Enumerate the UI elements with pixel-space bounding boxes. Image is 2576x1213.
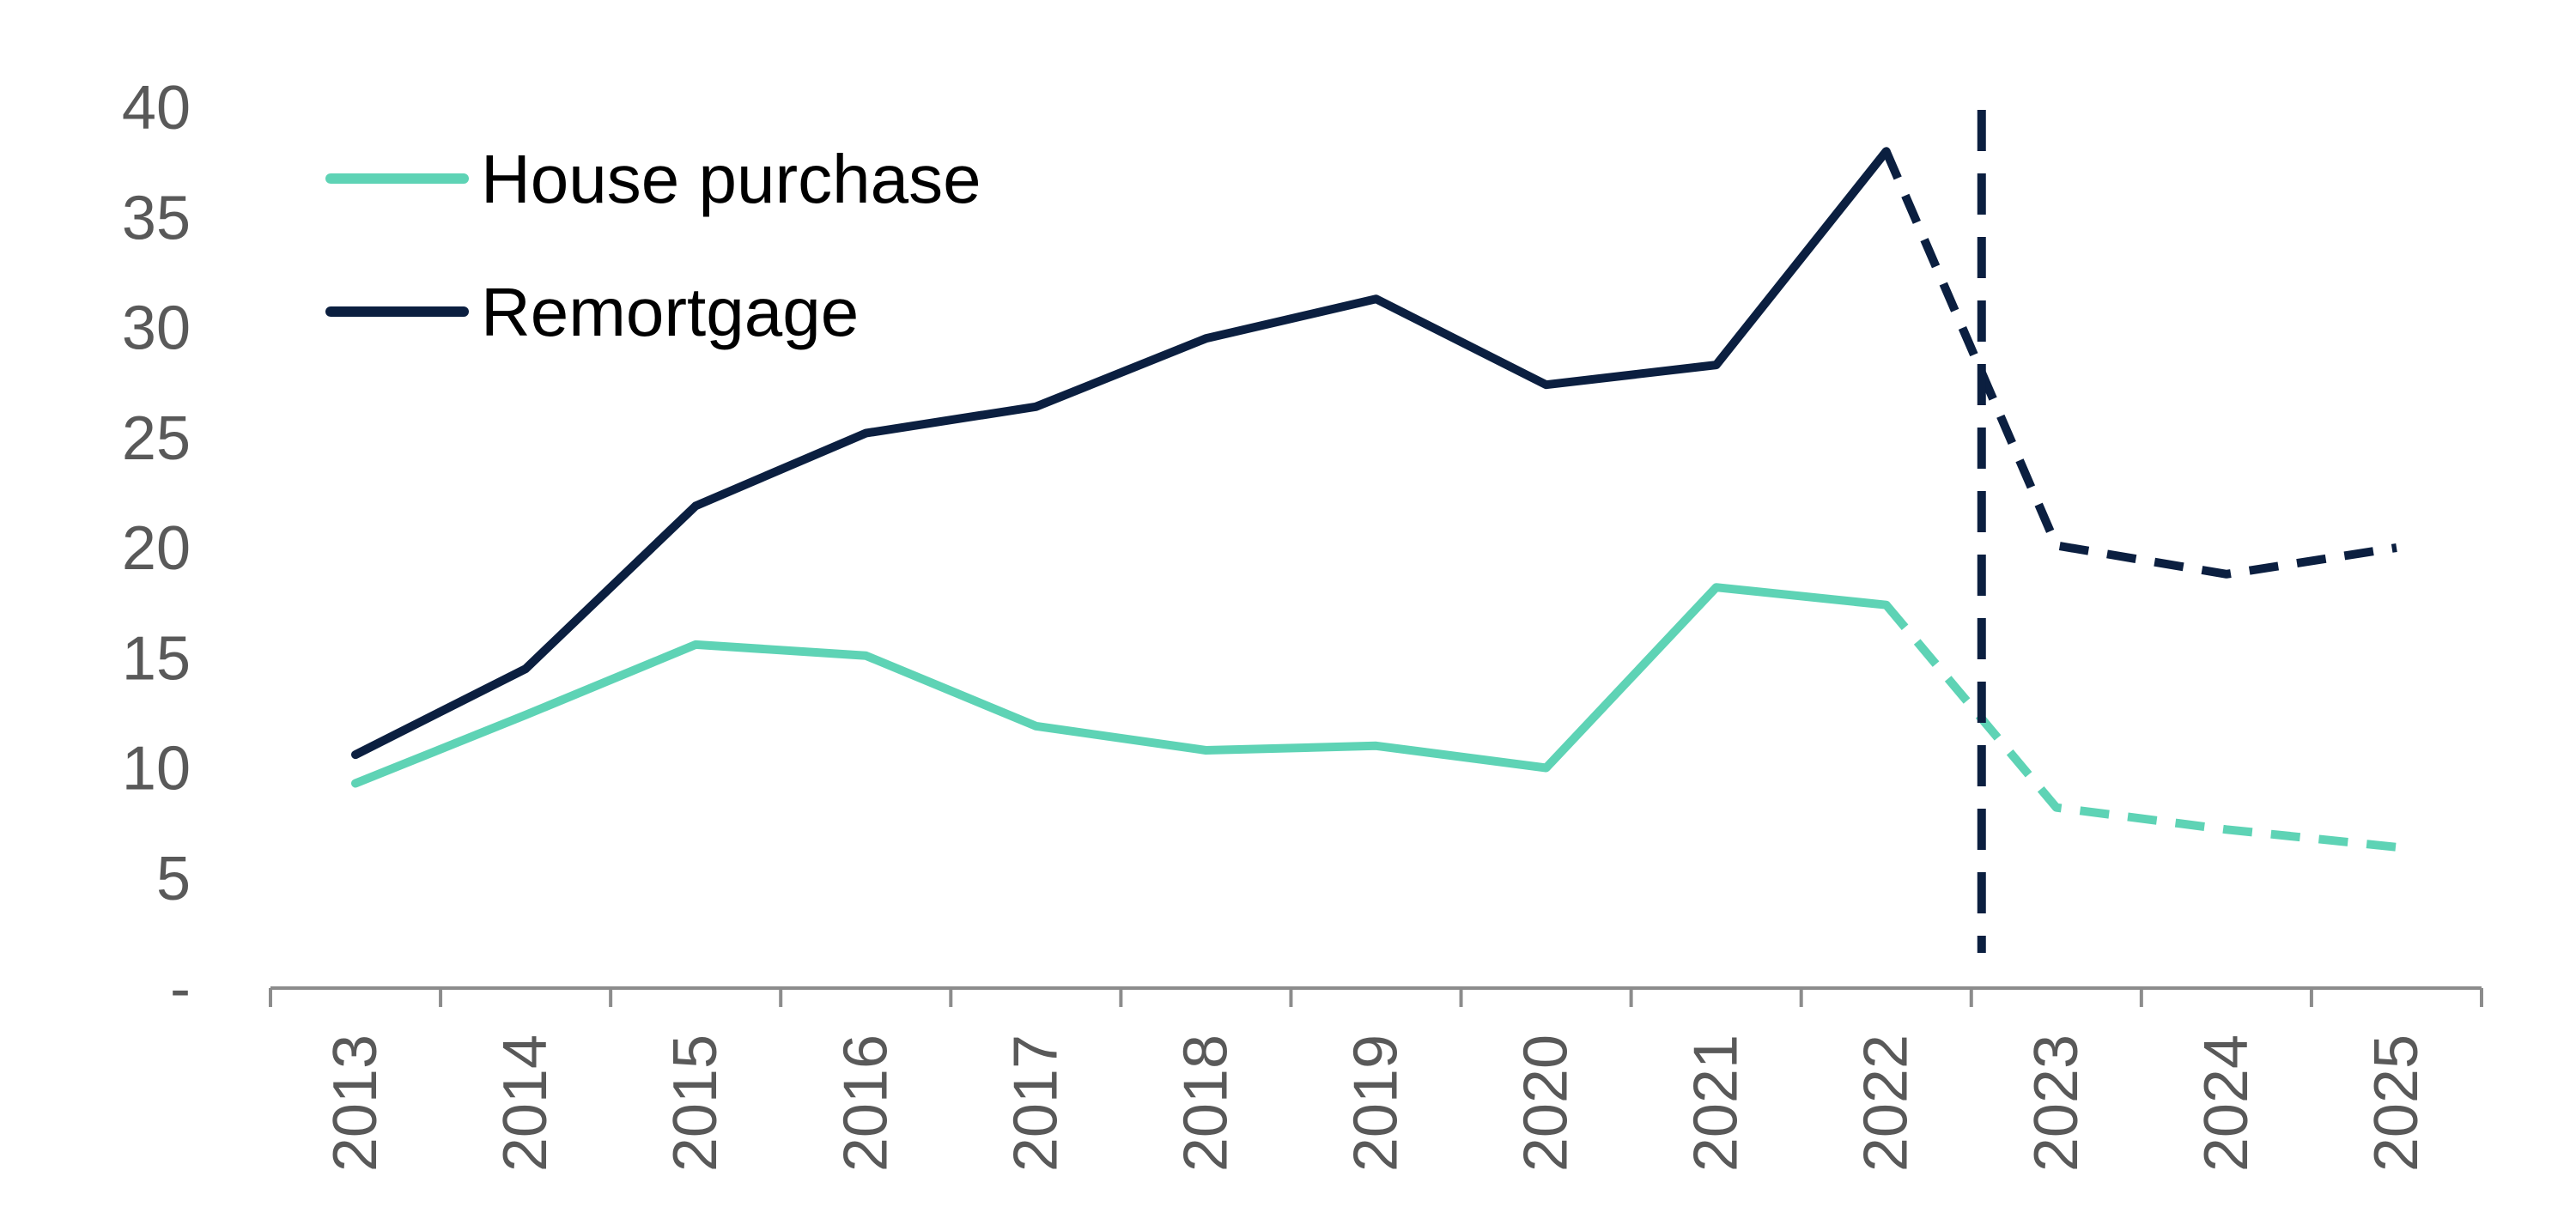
- data-point: [2051, 803, 2062, 813]
- data-point: [690, 640, 701, 650]
- y-tick-label: 25: [122, 404, 191, 473]
- data-point: [1371, 294, 1382, 304]
- data-point: [1711, 360, 1722, 370]
- data-point: [1881, 600, 1892, 610]
- series-layer: [350, 146, 2402, 852]
- data-point: [2051, 540, 2062, 550]
- legend-item-remortgage: Remortgage: [325, 274, 859, 350]
- series-line-actual: [351, 583, 1891, 788]
- y-tick-label: 10: [122, 735, 191, 804]
- data-point: [520, 710, 531, 720]
- series-house-purchase: [350, 582, 2402, 852]
- x-tick-label: 2023: [2022, 1034, 2091, 1172]
- x-tick-label: 2013: [321, 1034, 390, 1172]
- legend-label: House purchase: [481, 141, 981, 217]
- series-line-forecast: [1882, 602, 2397, 852]
- data-point: [1711, 582, 1722, 592]
- x-tick-label: 2024: [2192, 1034, 2261, 1172]
- x-tick-label: 2016: [831, 1034, 900, 1172]
- data-point: [1371, 741, 1382, 751]
- data-point: [1200, 745, 1211, 755]
- data-point: [2221, 569, 2232, 579]
- y-tick-label: 20: [122, 514, 191, 583]
- legend-item-house-purchase: House purchase: [325, 141, 981, 217]
- data-point: [2221, 824, 2232, 834]
- x-tick-label: 2021: [1682, 1034, 1751, 1172]
- series-line-actual: [351, 147, 1891, 760]
- data-point: [2391, 543, 2402, 553]
- x-axis: 2013 2014 2015 2016 2017 2018 2019 2020 2021 2022…: [269, 986, 2483, 1172]
- x-tick-label: 2015: [661, 1034, 730, 1172]
- data-point: [690, 500, 701, 511]
- data-point: [860, 651, 871, 661]
- y-tick-label: 5: [156, 845, 191, 913]
- y-tick-label: 35: [122, 184, 191, 252]
- legend: House purchase Remortgage: [325, 141, 981, 350]
- x-tick-label: 2014: [491, 1034, 560, 1172]
- series-line-forecast: [1882, 149, 2397, 579]
- x-tick-label: 2019: [1342, 1034, 1411, 1172]
- data-point: [1541, 763, 1552, 773]
- data-point: [1030, 402, 1041, 412]
- data-point: [350, 749, 361, 760]
- data-point: [520, 664, 531, 674]
- y-tick-label: 30: [122, 294, 191, 363]
- data-point: [350, 778, 361, 788]
- y-tick-label: -: [170, 955, 191, 1023]
- y-tick-label: 15: [122, 624, 191, 693]
- data-point: [860, 428, 871, 439]
- x-tick-label: 2017: [1001, 1034, 1070, 1172]
- data-point: [1541, 379, 1552, 390]
- data-point: [2391, 842, 2402, 852]
- data-point: [1200, 333, 1211, 343]
- y-axis: - 5 10 15 20 25 30 35 40: [122, 74, 191, 1023]
- data-point: [1881, 146, 1892, 156]
- data-point: [1030, 721, 1041, 731]
- x-tick-label: 2018: [1171, 1034, 1240, 1172]
- x-tick-label: 2020: [1512, 1034, 1581, 1172]
- y-tick-label: 40: [122, 74, 191, 143]
- x-tick-label: 2025: [2362, 1034, 2431, 1172]
- series-remortgage: [350, 146, 2402, 760]
- x-tick-label: 2022: [1852, 1034, 1921, 1172]
- legend-label: Remortgage: [481, 274, 859, 350]
